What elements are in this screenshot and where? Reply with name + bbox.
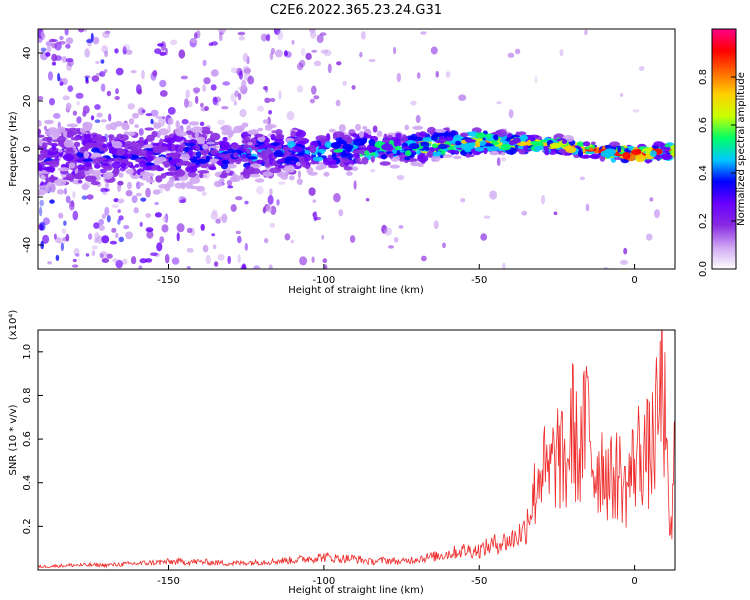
figure-title: C2E6.2022.365.23.24.G31	[270, 3, 442, 18]
colorbar-tick-label: 0.2	[698, 213, 709, 229]
colorbar	[712, 29, 736, 269]
spectrogram-y-tick-label: 40	[22, 47, 33, 60]
spectrogram-panel: -150 -100 -50 0 -40 -20 0 20 40 Height of strai…	[8, 28, 747, 296]
spectrogram-y-ticks: -40 -20 0 20 40	[22, 47, 43, 253]
snr-x-axis-label: Height of straight line (km)	[288, 585, 424, 596]
snr-frame	[37, 329, 676, 571]
spectrogram-x-axis-label: Height of straight line (km)	[288, 285, 424, 296]
snr-y-tick-label: 1.0	[22, 344, 33, 360]
colorbar-tick-label: 0.4	[698, 165, 709, 181]
colorbar-frame	[711, 28, 737, 270]
snr-x-ticks: -150 -100 -50 0	[157, 565, 638, 587]
spectrogram-image	[38, 29, 675, 269]
snr-y-tick-label: 0.2	[22, 518, 33, 534]
spectrogram-x-tick-label: -50	[471, 275, 487, 286]
colorbar-tick-label: 0.0	[698, 261, 709, 277]
snr-x-tick-label: 0	[631, 576, 637, 587]
snr-x-tick-label: -100	[313, 576, 336, 587]
spectrogram-x-tick-label: -100	[313, 275, 336, 286]
snr-line-layer	[38, 330, 675, 569]
snr-y-axis-label: SNR (10 * v/v)	[8, 404, 19, 475]
snr-x-tick-label: -150	[157, 576, 180, 587]
spectrogram-x-tick-label: -150	[157, 275, 180, 286]
spectrogram-x-tick-label: 0	[631, 275, 637, 286]
spectrogram-y-axis-label: Frequency (Hz)	[8, 111, 19, 187]
snr-series-line	[38, 330, 675, 569]
spectrogram-x-ticks: -150 -100 -50 0	[157, 264, 638, 286]
spectrogram-y-tick-label: -40	[22, 237, 33, 253]
snr-y-ticks: 0.2 0.4 0.6 0.8 1.0	[22, 344, 43, 534]
colorbar-ticks: 0.0 0.2 0.4 0.6 0.8	[698, 69, 736, 277]
snr-scale-label: (x10⁴)	[8, 310, 19, 341]
colorbar-tick-label: 0.6	[698, 117, 709, 133]
snr-y-tick-label: 0.6	[22, 431, 33, 447]
snr-x-tick-label: -50	[471, 576, 487, 587]
spectrogram-y-tick-label: 20	[22, 95, 33, 108]
colorbar-label: Normalized spectral amplitude	[736, 72, 747, 226]
spectrogram-y-tick-label: 0	[22, 146, 33, 152]
snr-y-tick-label: 0.8	[22, 388, 33, 404]
colorbar-tick-label: 0.8	[698, 69, 709, 85]
snr-panel: -150 -100 -50 0 0.2 0.4 0.6 0.8 1.0 Height of s…	[8, 310, 676, 596]
spectrogram-y-tick-label: -20	[22, 189, 33, 205]
snr-y-tick-label: 0.4	[22, 475, 33, 491]
